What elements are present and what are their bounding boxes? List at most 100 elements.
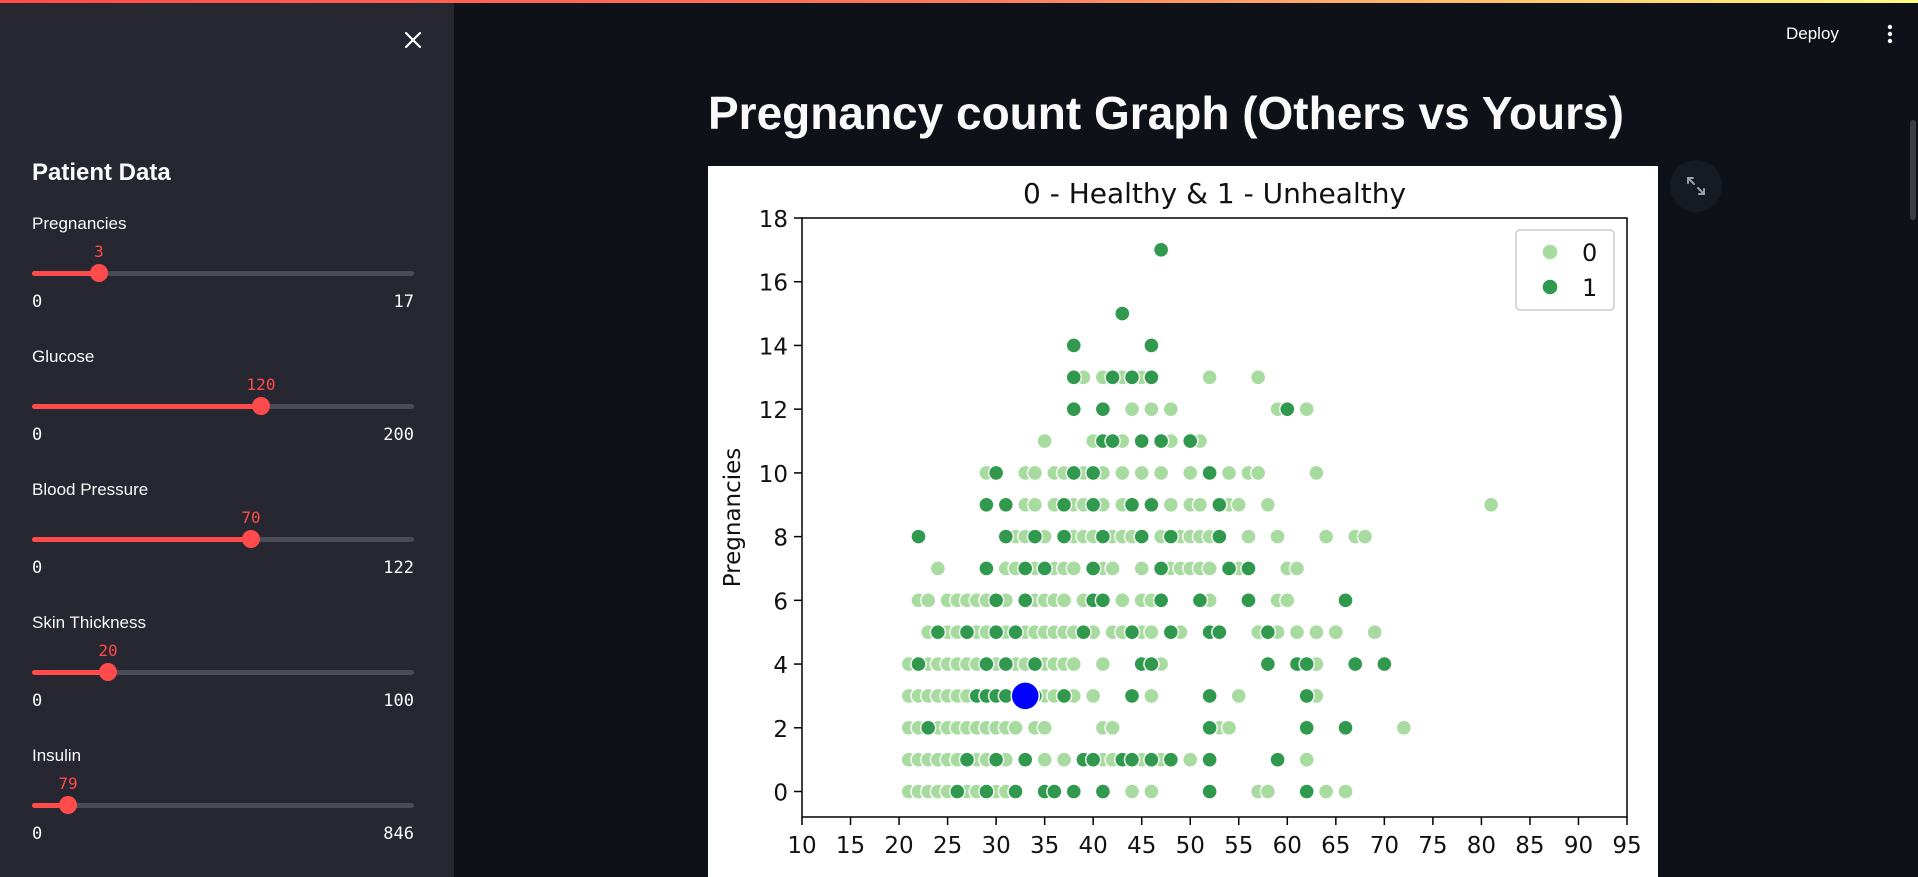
data-point-1 [1259, 624, 1277, 641]
slider-track[interactable] [32, 670, 414, 675]
main-menu-button[interactable] [1876, 20, 1904, 48]
x-tick-label: 25 [933, 833, 962, 859]
slider-fill [32, 537, 251, 542]
data-point-1 [978, 655, 995, 673]
slider-thumb[interactable] [59, 796, 77, 814]
data-point-0 [1133, 560, 1150, 577]
slider-pregnancies[interactable]: Pregnancies 3 0 17 [32, 214, 414, 334]
data-point-1 [1347, 655, 1364, 673]
data-point-0 [1036, 719, 1053, 736]
data-point-1 [987, 464, 1005, 482]
slider-thumb[interactable] [90, 264, 108, 282]
data-point-1 [1094, 592, 1112, 609]
data-point-1 [1376, 655, 1393, 673]
slider-value: 120 [246, 375, 276, 394]
x-tick-label: 45 [1127, 833, 1156, 859]
data-point-1 [1026, 655, 1044, 673]
data-point-1 [1084, 751, 1102, 768]
data-point-0 [1298, 400, 1315, 418]
data-point-0 [1026, 496, 1044, 513]
slider-blood-pressure[interactable]: Blood Pressure 70 0 122 [32, 480, 414, 600]
close-icon [404, 31, 422, 49]
slider-track[interactable] [32, 271, 414, 276]
data-point-1 [1046, 783, 1063, 800]
data-point-0 [1298, 751, 1315, 768]
x-tick-label: 90 [1564, 833, 1593, 859]
data-point-1 [1211, 528, 1228, 545]
slider-min: 0 [32, 425, 43, 445]
x-tick-label: 70 [1370, 833, 1399, 859]
data-point-1 [1084, 496, 1102, 513]
slider-thumb[interactable] [99, 663, 117, 681]
data-point-0 [1201, 369, 1218, 386]
data-point-0 [1143, 624, 1160, 641]
data-point-0 [1220, 719, 1238, 736]
fullscreen-button[interactable] [1670, 160, 1722, 212]
legend: 01 [1515, 229, 1615, 311]
slider-fill [32, 803, 68, 808]
data-point-0 [1308, 464, 1325, 482]
data-point-1 [1240, 560, 1257, 577]
data-point-0 [1356, 528, 1374, 545]
slider-value: 70 [241, 508, 261, 527]
data-point-1 [1123, 496, 1141, 513]
data-point-1 [1162, 528, 1180, 545]
x-tick-label: 85 [1515, 833, 1544, 859]
data-point-0 [1288, 560, 1306, 577]
slider-thumb[interactable] [252, 397, 270, 415]
slider-max: 17 [393, 292, 414, 312]
data-point-1 [1055, 496, 1073, 513]
slider-min: 0 [32, 691, 43, 711]
x-tick-label: 30 [981, 833, 1010, 859]
x-tick-label: 55 [1224, 833, 1253, 859]
slider-glucose[interactable]: Glucose 120 0 200 [32, 347, 414, 467]
data-point-1 [1065, 783, 1082, 800]
data-point-1 [1075, 624, 1092, 641]
data-point-1 [1201, 464, 1218, 482]
page-title: Pregnancy count Graph (Others vs Yours) [708, 87, 1624, 139]
data-point-1 [1007, 783, 1024, 800]
data-point-0 [1026, 464, 1044, 482]
page-scrollbar[interactable] [1910, 120, 1916, 220]
x-tick-label: 15 [836, 833, 865, 859]
data-point-1 [1298, 719, 1315, 736]
scatter-chart: 0 - Healthy & 1 - Unhealthy Pregnancies 0 2… [708, 166, 1658, 877]
x-tick-label: 65 [1321, 833, 1350, 859]
top-accent-bar [0, 0, 1918, 3]
data-point-1 [997, 496, 1015, 513]
data-point-1 [1211, 624, 1228, 641]
slider-label: Blood Pressure [32, 480, 149, 499]
slider-label: Pregnancies [32, 214, 127, 233]
x-tick-label: 95 [1612, 833, 1641, 859]
slider-track[interactable] [32, 404, 414, 409]
close-sidebar-button[interactable] [396, 23, 430, 57]
data-point-1 [978, 560, 995, 577]
data-point-1 [910, 528, 927, 545]
data-point-0 [1220, 464, 1238, 482]
slider-insulin[interactable]: Insulin 79 0 846 [32, 746, 414, 866]
slider-track[interactable] [32, 803, 414, 808]
data-point-1 [1152, 432, 1170, 450]
data-point-1 [1298, 783, 1315, 800]
data-point-0 [1230, 496, 1247, 513]
y-tick-label: 14 [759, 334, 788, 360]
data-point-1 [1162, 751, 1180, 768]
data-point-0 [1055, 592, 1073, 609]
data-point-1 [1269, 751, 1286, 768]
y-tick-label: 0 [773, 781, 788, 807]
data-point-1 [1065, 369, 1082, 386]
legend-label-1: 1 [1582, 274, 1597, 302]
slider-fill [32, 404, 261, 409]
data-point-1 [1220, 560, 1238, 577]
slider-skin-thickness[interactable]: Skin Thickness 20 0 100 [32, 613, 414, 733]
slider-thumb[interactable] [242, 530, 260, 548]
data-point-1 [1298, 687, 1315, 705]
deploy-button[interactable]: Deploy [1786, 24, 1839, 43]
data-point-0 [1114, 464, 1131, 482]
data-point-1 [1143, 751, 1160, 768]
data-point-0 [1104, 560, 1121, 577]
data-point-0 [1259, 783, 1277, 800]
data-point-1 [1123, 369, 1141, 386]
slider-track[interactable] [32, 537, 414, 542]
data-point-1 [1065, 464, 1082, 482]
